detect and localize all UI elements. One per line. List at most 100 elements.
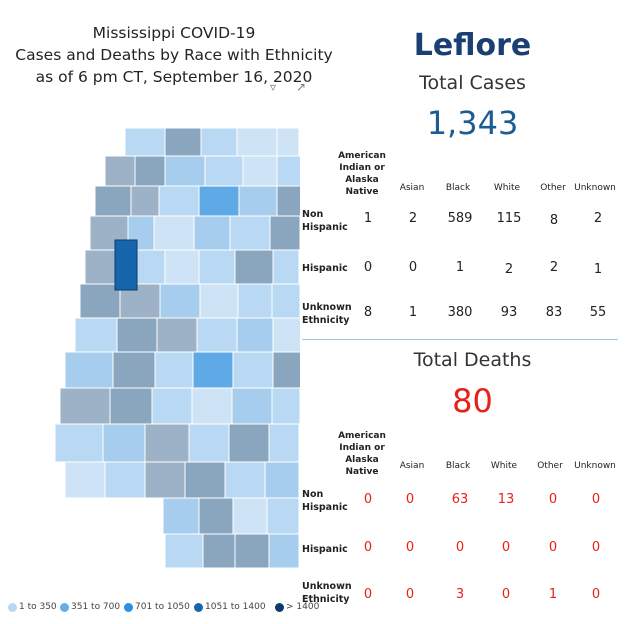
county-shape[interactable]	[232, 497, 268, 535]
county-shape[interactable]	[164, 249, 200, 285]
county-shape[interactable]	[271, 387, 300, 425]
county-shape[interactable]	[54, 423, 104, 463]
county-shape[interactable]	[268, 533, 300, 568]
county-shape[interactable]	[162, 497, 200, 535]
county-shape[interactable]	[198, 249, 236, 285]
county-shape[interactable]	[64, 351, 114, 389]
county-shape[interactable]	[151, 387, 193, 425]
total-deaths-value: 80	[452, 382, 493, 420]
county-shape[interactable]	[224, 461, 266, 499]
county-shape[interactable]	[102, 423, 146, 463]
col-header: Unknown	[574, 461, 616, 471]
county-name: Leflore	[413, 28, 532, 63]
col-header: Asian	[399, 461, 425, 471]
county-shape[interactable]	[272, 351, 300, 389]
county-shape[interactable]	[276, 128, 300, 157]
county-shape[interactable]	[104, 461, 146, 499]
col-header: Black	[445, 461, 471, 471]
county-shape[interactable]	[193, 215, 231, 251]
col-header: Black	[445, 183, 471, 193]
county-shape[interactable]	[238, 185, 278, 217]
cell: 0	[591, 492, 601, 507]
legend-item: 701 to 1050	[124, 602, 190, 612]
county-shape[interactable]	[268, 423, 300, 463]
county-shape[interactable]	[124, 128, 166, 157]
cell: 2	[408, 211, 418, 226]
county-shape[interactable]	[104, 155, 136, 187]
col-header: Other	[540, 183, 566, 193]
cell: 83	[545, 305, 563, 320]
county-shape[interactable]	[236, 128, 278, 157]
chart-title: Mississippi COVID-19 Cases and Deaths by…	[0, 22, 348, 88]
county-shape[interactable]	[229, 215, 271, 251]
county-shape[interactable]	[232, 351, 274, 389]
county-shape[interactable]	[64, 461, 106, 499]
cell: 3	[455, 587, 465, 602]
county-shape[interactable]	[272, 317, 300, 353]
focus-mode-icon[interactable]: ↗	[296, 80, 307, 94]
county-shape[interactable]	[192, 351, 234, 389]
county-shape[interactable]	[188, 423, 230, 463]
county-shape[interactable]	[200, 128, 238, 157]
county-shape[interactable]	[234, 533, 270, 568]
county-shape[interactable]	[116, 317, 158, 353]
county-shape[interactable]	[276, 155, 300, 187]
county-shape[interactable]	[236, 317, 274, 353]
county-shape[interactable]	[130, 185, 160, 217]
cell: 0	[363, 260, 373, 275]
county-shape[interactable]	[156, 317, 198, 353]
cell: 13	[497, 492, 515, 507]
selected-county-shape[interactable]	[114, 239, 138, 291]
cell: 8	[549, 213, 559, 228]
county-shape[interactable]	[164, 128, 202, 157]
total-cases-heading: Total Cases	[419, 72, 526, 94]
county-shape[interactable]	[202, 533, 236, 568]
county-shape[interactable]	[237, 283, 273, 319]
county-shape[interactable]	[198, 497, 234, 535]
county-shape[interactable]	[199, 283, 239, 319]
county-shape[interactable]	[272, 249, 300, 285]
county-shape[interactable]	[158, 185, 200, 217]
row-label: Unknown Ethnicity	[302, 302, 352, 326]
county-shape[interactable]	[231, 387, 273, 425]
row-label: Unknown Ethnicity	[302, 581, 352, 605]
county-shape[interactable]	[196, 317, 238, 353]
col-header: American Indian or Alaska Native	[338, 431, 386, 477]
county-shape[interactable]	[271, 283, 300, 319]
county-shape[interactable]	[112, 351, 156, 389]
county-shape[interactable]	[159, 283, 201, 319]
county-shape[interactable]	[242, 155, 278, 187]
cell: 0	[405, 540, 415, 555]
legend-dot	[194, 602, 203, 612]
county-shape[interactable]	[79, 283, 121, 319]
county-shape[interactable]	[59, 387, 111, 425]
county-shape[interactable]	[144, 423, 190, 463]
county-shape[interactable]	[109, 387, 153, 425]
county-shape[interactable]	[234, 249, 274, 285]
county-shape[interactable]	[154, 351, 194, 389]
county-shape[interactable]	[144, 461, 186, 499]
county-shape[interactable]	[74, 317, 118, 353]
county-shape[interactable]	[164, 533, 204, 568]
county-shape[interactable]	[276, 185, 300, 217]
filter-icon[interactable]: ▿	[270, 80, 277, 94]
county-shape[interactable]	[134, 155, 166, 187]
mississippi-county-map	[54, 128, 300, 568]
county-shape[interactable]	[198, 185, 240, 217]
col-header: Asian	[399, 183, 425, 193]
county-shape[interactable]	[191, 387, 233, 425]
col-header: American Indian or Alaska Native	[338, 151, 386, 197]
county-shape[interactable]	[204, 155, 244, 187]
col-header: White	[490, 461, 518, 471]
cell: 55	[589, 305, 607, 320]
county-shape[interactable]	[264, 461, 300, 499]
county-shape[interactable]	[94, 185, 132, 217]
county-shape[interactable]	[164, 155, 206, 187]
county-shape[interactable]	[184, 461, 226, 499]
county-shape[interactable]	[266, 497, 300, 535]
title-line-2: Cases and Deaths by Race with Ethnicity	[15, 46, 333, 64]
county-shape[interactable]	[153, 215, 195, 251]
county-shape[interactable]	[269, 215, 300, 251]
county-shape[interactable]	[228, 423, 270, 463]
col-header: Other	[537, 461, 563, 471]
